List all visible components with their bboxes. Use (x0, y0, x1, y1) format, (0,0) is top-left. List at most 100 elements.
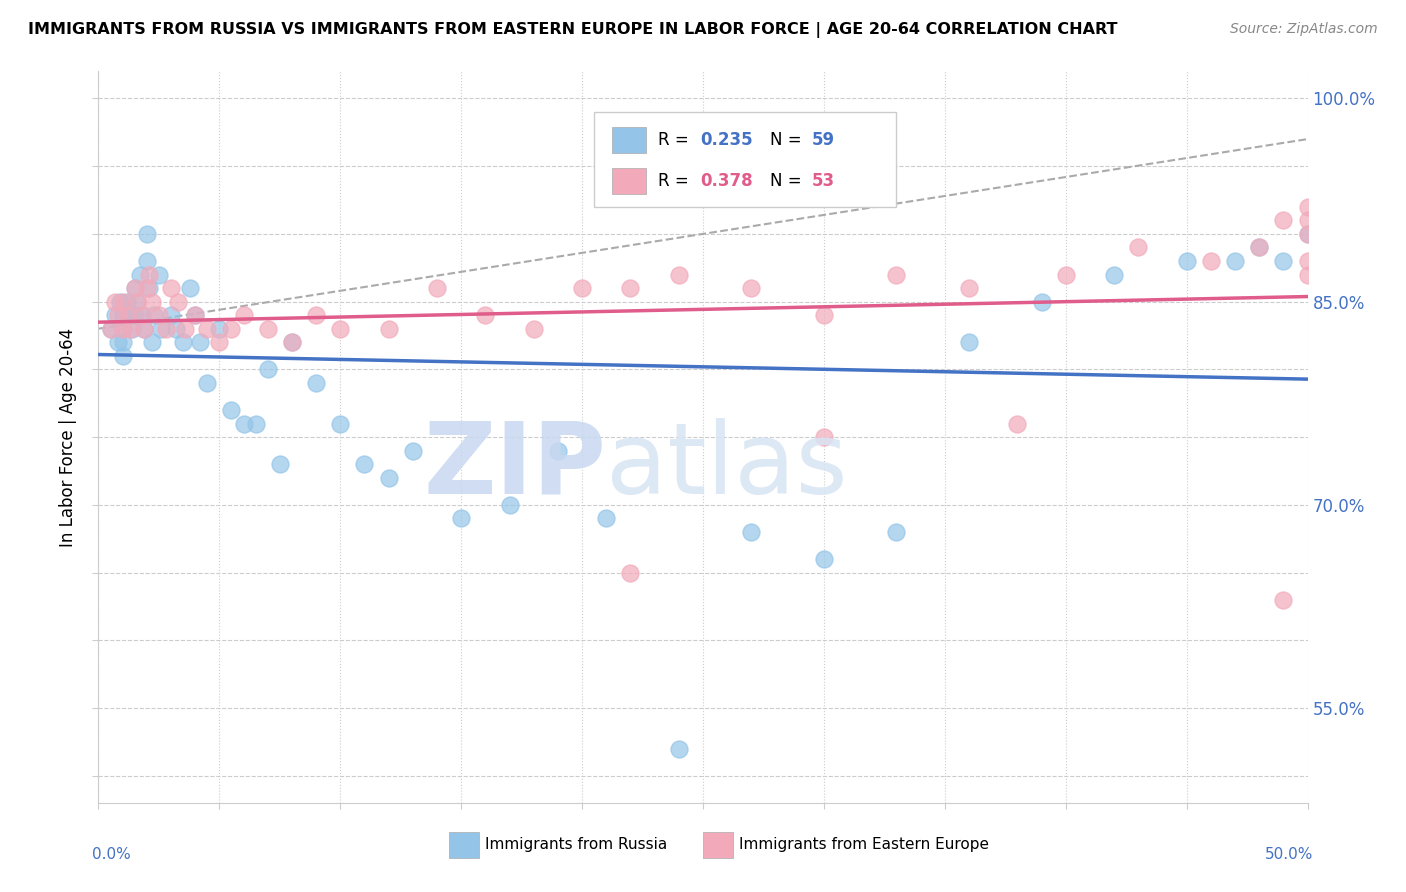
Point (305, 308, 328, 322)
Point (474, 308, 496, 322)
Point (172, 335, 194, 350)
Text: atlas: atlas (606, 417, 848, 515)
Text: Immigrants from Russia: Immigrants from Russia (485, 837, 668, 852)
Point (124, 281, 146, 295)
Point (118, 322, 141, 336)
Point (107, 308, 129, 322)
Text: ZIP: ZIP (423, 417, 606, 515)
Point (619, 566, 641, 580)
Point (813, 430, 835, 444)
Text: 0.0%: 0.0% (93, 847, 131, 862)
Point (1296, 268, 1319, 282)
Point (1296, 213, 1319, 227)
Point (118, 308, 141, 322)
Point (1296, 254, 1319, 268)
Point (111, 349, 134, 363)
Point (256, 322, 278, 336)
Point (128, 268, 150, 282)
Point (1054, 268, 1077, 282)
Text: N =: N = (769, 172, 807, 190)
Point (127, 294, 149, 309)
Point (148, 308, 170, 322)
Point (1007, 417, 1029, 431)
Point (208, 335, 231, 350)
Point (150, 322, 173, 336)
Text: 0.378: 0.378 (700, 172, 754, 190)
Point (104, 294, 127, 309)
Point (135, 254, 157, 268)
Point (184, 308, 207, 322)
Point (1175, 254, 1198, 268)
Point (167, 294, 190, 309)
Point (1272, 592, 1295, 607)
Point (100, 322, 122, 336)
Point (450, 511, 472, 525)
Bar (449, 832, 479, 858)
Text: 0.235: 0.235 (700, 131, 754, 149)
Point (165, 322, 187, 336)
Point (957, 281, 980, 295)
Point (174, 322, 197, 336)
Point (108, 294, 131, 309)
Point (523, 322, 546, 336)
Point (121, 322, 143, 336)
Point (619, 281, 641, 295)
Point (740, 281, 762, 295)
Point (740, 524, 762, 539)
Point (117, 294, 139, 309)
Point (148, 268, 170, 282)
Text: 50.0%: 50.0% (1265, 847, 1313, 862)
Text: R =: R = (658, 131, 695, 149)
Point (1249, 240, 1271, 254)
FancyBboxPatch shape (595, 112, 897, 207)
Point (155, 322, 177, 336)
Point (188, 335, 211, 350)
Text: 53: 53 (811, 172, 835, 190)
Point (886, 524, 908, 539)
Point (1031, 294, 1053, 309)
Point (1296, 200, 1319, 214)
Point (426, 281, 449, 295)
Bar (613, 168, 647, 194)
Text: N =: N = (769, 131, 807, 149)
Text: Source: ZipAtlas.com: Source: ZipAtlas.com (1230, 22, 1378, 37)
Point (131, 308, 153, 322)
Point (1249, 240, 1271, 254)
Point (498, 498, 520, 512)
Point (134, 322, 156, 336)
Point (232, 417, 254, 431)
Point (104, 308, 127, 322)
Point (135, 281, 157, 295)
Point (138, 268, 160, 282)
Text: IMMIGRANTS FROM RUSSIA VS IMMIGRANTS FROM EASTERN EUROPE IN LABOR FORCE | AGE 20: IMMIGRANTS FROM RUSSIA VS IMMIGRANTS FRO… (28, 22, 1118, 38)
Point (571, 281, 593, 295)
Point (305, 376, 328, 390)
Point (668, 268, 690, 282)
Point (1223, 254, 1246, 268)
Point (184, 308, 207, 322)
Point (402, 443, 425, 458)
Point (208, 322, 231, 336)
Point (107, 335, 129, 350)
Point (377, 471, 399, 485)
Point (111, 294, 134, 309)
Point (1199, 254, 1222, 268)
Point (1272, 254, 1295, 268)
Point (595, 511, 617, 525)
Point (111, 322, 134, 336)
Y-axis label: In Labor Force | Age 20-64: In Labor Force | Age 20-64 (59, 327, 77, 547)
Point (256, 362, 278, 376)
Point (547, 443, 569, 458)
Point (100, 322, 122, 336)
Point (195, 322, 218, 336)
Point (281, 335, 304, 350)
Bar (613, 127, 647, 153)
Point (124, 308, 146, 322)
Point (813, 308, 835, 322)
Point (1102, 268, 1125, 282)
Text: Immigrants from Eastern Europe: Immigrants from Eastern Europe (740, 837, 990, 852)
Point (1128, 240, 1150, 254)
Point (111, 335, 134, 350)
Point (886, 268, 908, 282)
Point (160, 308, 183, 322)
